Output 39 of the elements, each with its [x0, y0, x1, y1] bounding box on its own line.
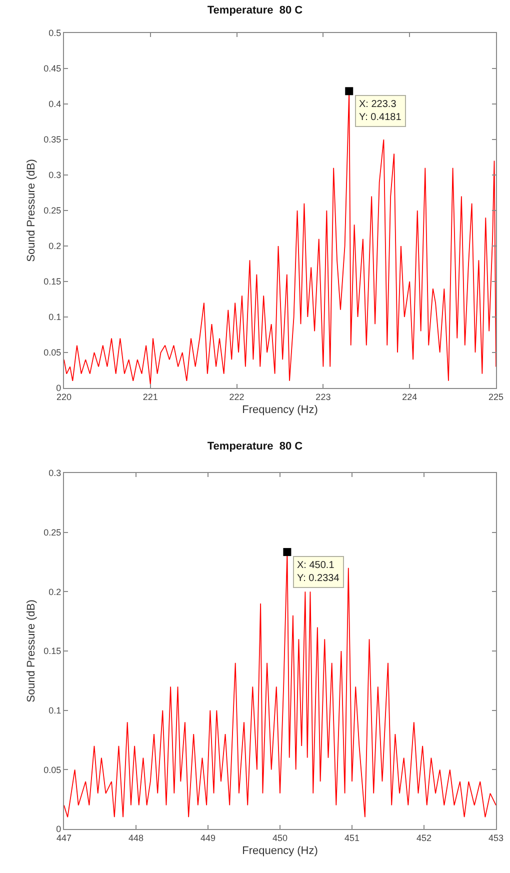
x-tick-label: 451	[344, 832, 360, 843]
x-tick-label: 224	[402, 392, 418, 402]
y-tick-label: 0.3	[48, 170, 62, 180]
x-tick-label: 447	[56, 832, 72, 843]
annotation: X: 450.1 Y: 0.2334	[297, 560, 340, 584]
x-tick-label: 452	[416, 832, 432, 843]
y-axis-title: Sound Pressure (dB)	[25, 159, 38, 262]
y-tick-label: 0.15	[44, 646, 62, 656]
y-tick-label: 0.05	[44, 764, 62, 775]
x-tick-label: 222	[229, 392, 244, 402]
y-tick-label: 0	[56, 824, 62, 834]
x-tick-label: 221	[142, 392, 158, 402]
y-tick-label: 0.45	[44, 64, 62, 74]
y-tick-label: 0.4	[48, 99, 62, 110]
y-tick-label: 0.2	[48, 586, 62, 597]
y-tick-label: 0.2	[48, 241, 62, 252]
y-tick-label: 0.15	[44, 276, 62, 287]
y-tick-label: 0	[56, 383, 62, 394]
x-tick-label: 448	[128, 832, 144, 843]
x-tick-label: 220	[56, 392, 72, 402]
y-tick-label: 0.25	[44, 206, 62, 216]
annotation: X: 223.3 Y: 0.4181	[359, 99, 402, 123]
y-tick-label: 0.3	[48, 468, 62, 478]
y-tick-label: 0.1	[48, 705, 62, 716]
x-tick-label: 223	[316, 392, 331, 402]
x-tick-label: 453	[488, 832, 504, 843]
x-axis-title: Frequency (Hz)	[242, 404, 318, 416]
chart-title: Temperature 80 C	[207, 4, 303, 17]
chart-title: Temperature 80 C	[207, 440, 303, 453]
x-tick-label: 449	[200, 832, 216, 843]
y-axis-title: Sound Pressure (dB)	[25, 600, 38, 702]
y-tick-label: 0.25	[44, 527, 62, 538]
y-tick-label: 0.05	[44, 348, 62, 358]
y-tick-label: 0.35	[44, 134, 62, 145]
x-tick-label: 225	[488, 392, 504, 402]
x-axis-title: Frequency (Hz)	[242, 845, 318, 857]
y-tick-label: 0.1	[48, 312, 62, 322]
y-tick-label: 0.5	[48, 28, 62, 38]
x-tick-label: 450	[272, 832, 288, 843]
